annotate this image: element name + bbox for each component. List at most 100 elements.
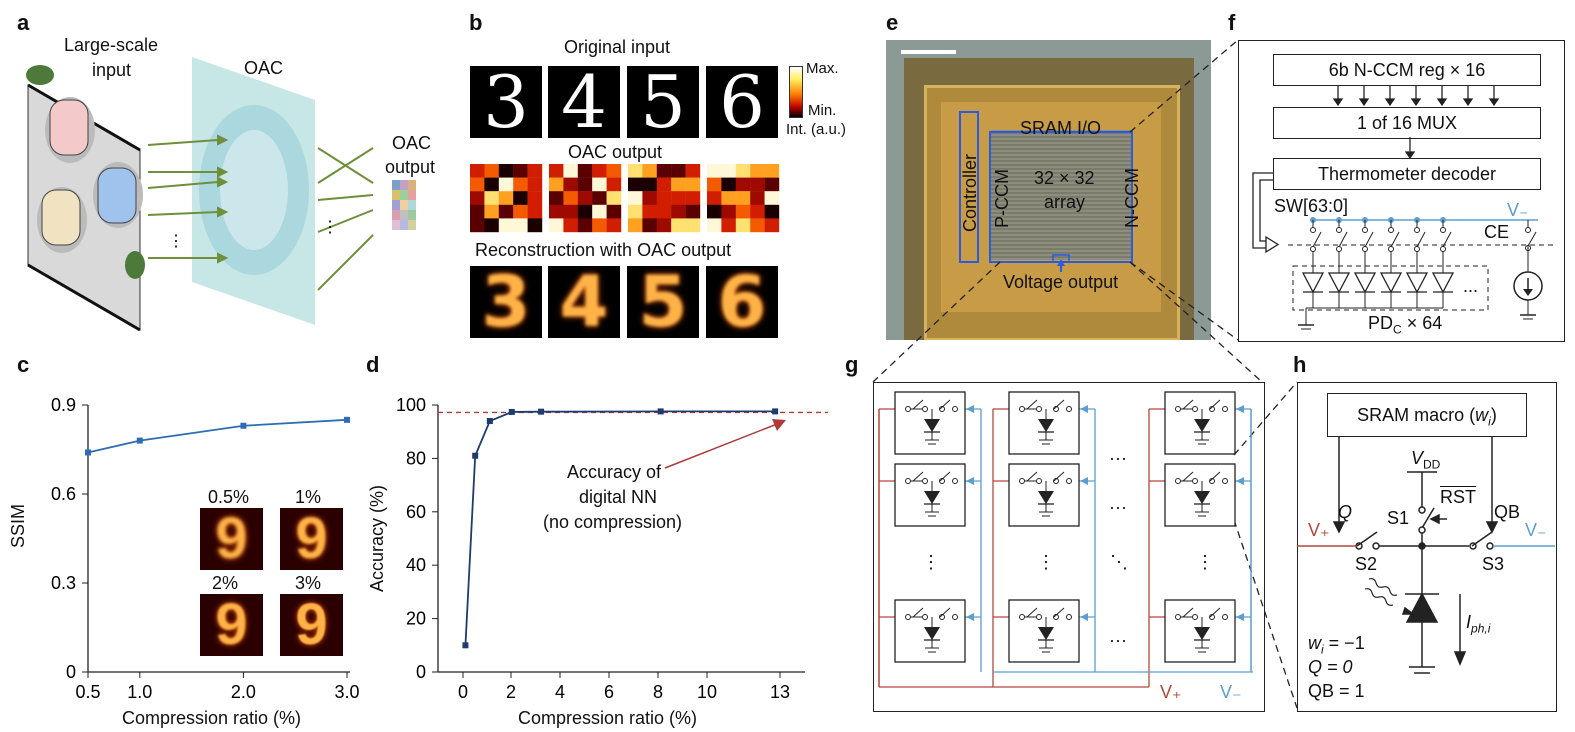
heatmap-cell	[498, 164, 514, 178]
heatmap-cell	[750, 191, 765, 205]
switch-blade	[1312, 231, 1322, 248]
heatmap-cell	[577, 191, 593, 205]
photodiode-icon	[924, 491, 940, 504]
accuracy-chart: 0 20 40 60 80 100 0 2 4 6 8 10 13	[396, 395, 828, 702]
photodiode-icon	[1353, 272, 1377, 294]
accuracy-data-point	[472, 452, 479, 459]
heatmap-cell	[513, 177, 528, 192]
heatmap-cell	[656, 191, 672, 205]
heatmap-cell	[592, 177, 607, 192]
annotation-line2: digital NN	[579, 487, 658, 507]
switch-terminal	[1066, 406, 1072, 412]
heatmap-cell	[606, 191, 622, 205]
scale-bar	[901, 50, 956, 54]
heatmap-cell	[707, 204, 722, 219]
heatmap-cell	[470, 191, 485, 205]
photodiode-icon	[1194, 491, 1210, 504]
switch-terminal	[1222, 406, 1228, 412]
switch-terminal	[1019, 614, 1025, 620]
oac-output-title: OAC output	[568, 142, 663, 162]
heatmap-cell	[484, 177, 499, 192]
tree-icon	[125, 251, 145, 279]
heatmap-cell	[642, 218, 657, 233]
heatmap-cell	[735, 204, 751, 219]
row-ellipsis: ···	[1109, 448, 1127, 468]
switch-terminal	[922, 614, 928, 620]
column-ellipsis: ⋮	[1037, 552, 1055, 572]
diagonal-ellipsis: ⋱	[1110, 552, 1128, 572]
rst-label: RST	[1440, 487, 1476, 507]
iph-label: Iph,i	[1466, 612, 1491, 636]
y-tick-label: 20	[406, 609, 426, 629]
panel-h-frame	[1297, 382, 1557, 712]
x-tick-label: 13	[770, 682, 790, 702]
accuracy-data-point	[772, 408, 779, 415]
heatmap-cell	[721, 204, 736, 219]
switch-terminal	[1222, 614, 1228, 620]
colorbar-unit: Int. (a.u.)	[786, 121, 847, 138]
original-digit-image: 4	[548, 66, 620, 138]
panel-label-h: h	[1293, 352, 1307, 377]
heatmap-cell	[671, 204, 686, 219]
switch-terminal	[1019, 478, 1025, 484]
switch-terminal	[1310, 246, 1316, 252]
panel-label-c: c	[17, 352, 30, 377]
y-tick-label: 0.6	[51, 484, 76, 504]
heatmap-cell	[707, 177, 722, 192]
photodiode-icon	[1327, 272, 1351, 294]
switch-terminal	[1362, 246, 1368, 252]
heatmap-cell	[764, 164, 780, 178]
switch-terminal	[1192, 406, 1198, 412]
heatmap-cell	[513, 218, 528, 233]
heatmap-cell	[606, 204, 622, 219]
heatmap-cell	[685, 191, 701, 205]
switch-terminal	[1036, 406, 1042, 412]
photodiode-icon	[1038, 491, 1054, 504]
annotation-line3: (no compression)	[543, 512, 683, 532]
pdc-label: PDC × 64	[1368, 313, 1443, 337]
heatmap-cell	[592, 164, 607, 178]
oac-output-heatmaps	[470, 164, 780, 233]
tree-icon	[26, 65, 54, 85]
switch-terminal	[1175, 478, 1181, 484]
heatmap-cell	[549, 191, 564, 205]
bus-arrowhead	[1332, 98, 1344, 107]
q-label: Q	[1338, 502, 1353, 522]
bus-arrowhead	[1462, 98, 1474, 107]
heatmap-cell	[685, 204, 701, 219]
switch-blade	[1182, 607, 1194, 618]
oac-output-pixels	[392, 180, 416, 230]
array-label-line2: array	[1044, 192, 1086, 212]
row-ellipsis: ···	[1109, 630, 1127, 650]
switch-blade	[912, 399, 924, 410]
switch-blade	[912, 607, 924, 618]
heatmap-cell	[549, 218, 564, 233]
switch-blade	[1053, 607, 1065, 618]
y-tick-label: 0.3	[51, 573, 76, 593]
heatmap-cell	[685, 218, 701, 233]
switch-terminal	[1036, 614, 1042, 620]
pixel-cell	[894, 463, 966, 527]
photodiode-icon	[1038, 419, 1054, 432]
heatmap-cell	[628, 177, 643, 192]
heatmap-cell	[735, 177, 751, 192]
switch-terminal	[905, 614, 911, 620]
switch-terminal	[1525, 227, 1531, 233]
photodiode-icon	[1194, 627, 1210, 640]
ssim-data-point	[85, 449, 91, 456]
x-tick-label: 1.0	[127, 682, 152, 702]
switch-terminal	[1336, 246, 1342, 252]
svg-text:⋮: ⋮	[168, 233, 184, 250]
accuracy-data-point	[486, 418, 493, 425]
photodiode-icon	[1301, 272, 1325, 294]
switch-terminal	[1192, 478, 1198, 484]
s1-label: S1	[1387, 508, 1410, 528]
ellipsis-label: ...	[1463, 276, 1479, 296]
panel-f-circuit	[1252, 86, 1556, 330]
heatmap-cell	[721, 177, 736, 192]
sram-macro-box: SRAM macro (wi)	[1327, 393, 1527, 437]
reconstructed-nine-image: 9	[280, 594, 343, 656]
switch-terminal	[905, 478, 911, 484]
heatmap-cell	[577, 177, 593, 192]
